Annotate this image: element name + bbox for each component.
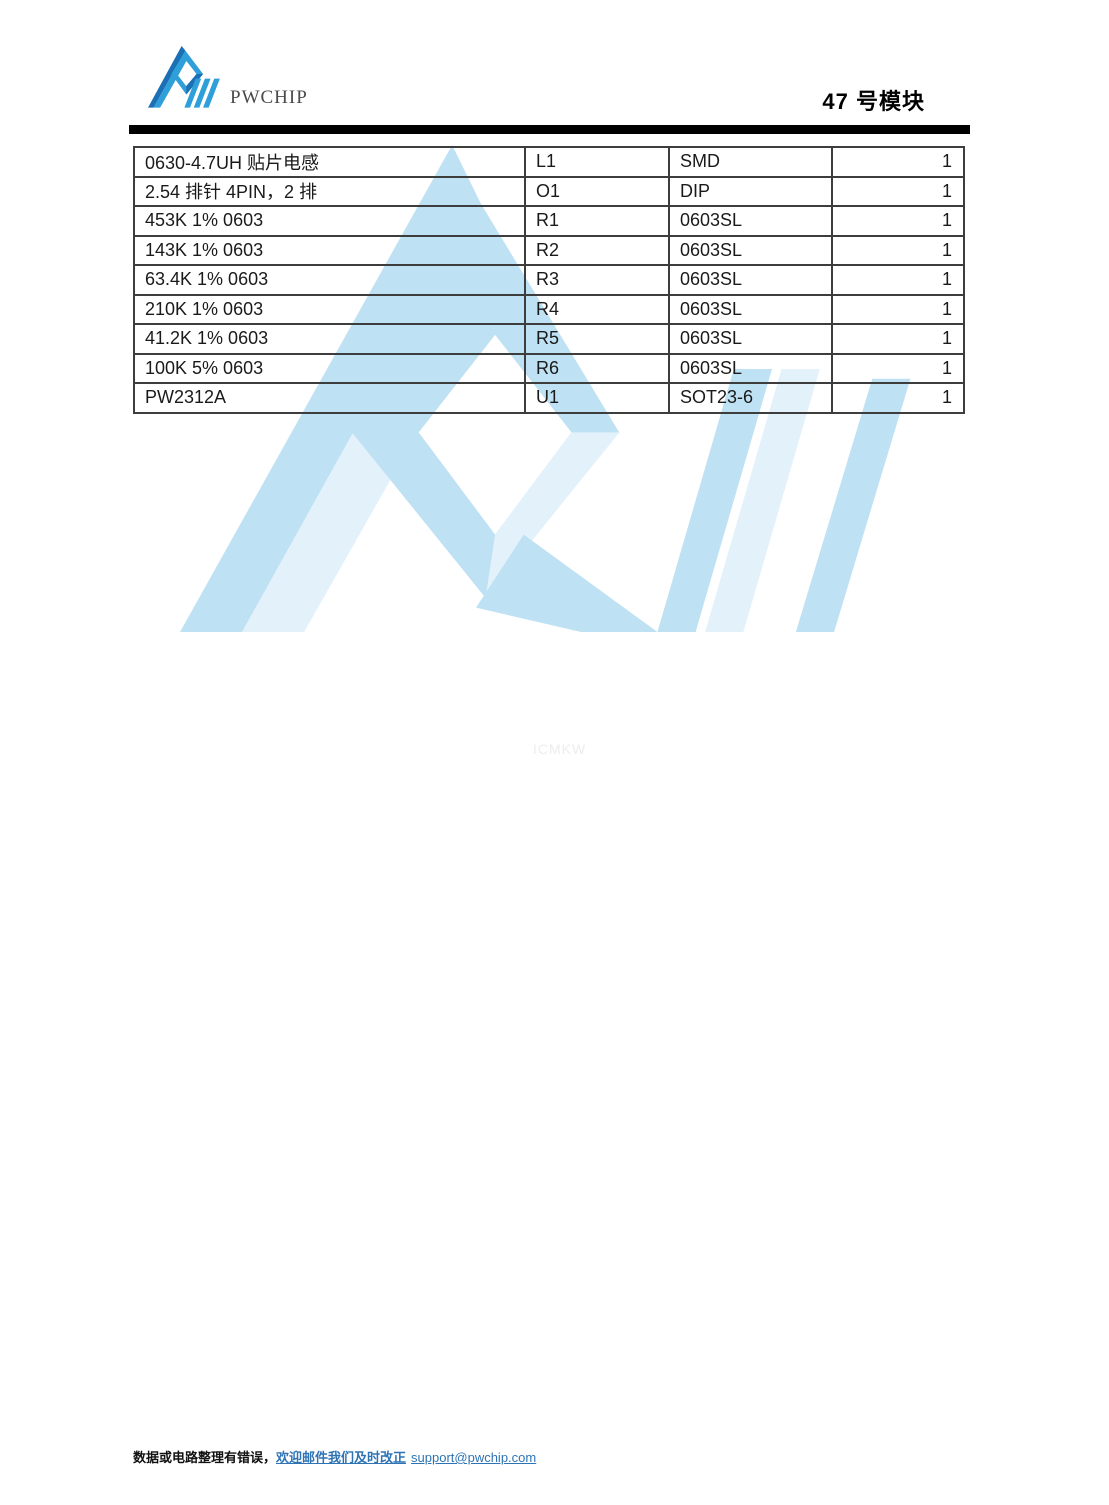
cell-quantity: 1 xyxy=(831,293,965,325)
cell-package: 0603SL xyxy=(668,234,833,266)
table-row: 100K 5% 0603 R6 0603SL 1 xyxy=(133,352,965,384)
cell-description: 100K 5% 0603 xyxy=(133,352,526,384)
cell-package: DIP xyxy=(668,175,833,207)
table-row: 210K 1% 0603 R4 0603SL 1 xyxy=(133,293,965,325)
cell-reference: R1 xyxy=(524,205,670,237)
cell-description: 63.4K 1% 0603 xyxy=(133,264,526,296)
footer-email-link[interactable]: 欢迎邮件我们及时改正 support@pwchip.com xyxy=(276,1450,536,1465)
cell-reference: R5 xyxy=(524,323,670,355)
cell-description: 2.54 排针 4PIN，2 排 xyxy=(133,175,526,207)
cell-quantity: 1 xyxy=(831,146,965,178)
cell-quantity: 1 xyxy=(831,323,965,355)
cell-quantity: 1 xyxy=(831,264,965,296)
logo-text: PWCHIP xyxy=(230,87,308,108)
cell-reference: U1 xyxy=(524,382,670,414)
cell-quantity: 1 xyxy=(831,382,965,414)
footer-email: support@pwchip.com xyxy=(411,1450,537,1465)
table-row: 453K 1% 0603 R1 0603SL 1 xyxy=(133,205,965,237)
cell-reference: O1 xyxy=(524,175,670,207)
cell-package: 0603SL xyxy=(668,264,833,296)
header-rule xyxy=(129,125,970,134)
cell-description: 0630-4.7UH 贴片电感 xyxy=(133,146,526,178)
table-row: PW2312A U1 SOT23-6 1 xyxy=(133,382,965,414)
cell-package: 0603SL xyxy=(668,293,833,325)
pwchip-logo-icon xyxy=(148,45,220,108)
table-row: 63.4K 1% 0603 R3 0603SL 1 xyxy=(133,264,965,296)
page-title: 47 号模块 xyxy=(822,89,925,114)
cell-description: 41.2K 1% 0603 xyxy=(133,323,526,355)
cell-quantity: 1 xyxy=(831,205,965,237)
cell-description: 143K 1% 0603 xyxy=(133,234,526,266)
table-row: 143K 1% 0603 R2 0603SL 1 xyxy=(133,234,965,266)
cell-package: 0603SL xyxy=(668,323,833,355)
cell-description: 210K 1% 0603 xyxy=(133,293,526,325)
cell-reference: R4 xyxy=(524,293,670,325)
table-row: 2.54 排针 4PIN，2 排 O1 DIP 1 xyxy=(133,175,965,207)
cell-description: PW2312A xyxy=(133,382,526,414)
cell-reference: R3 xyxy=(524,264,670,296)
cell-quantity: 1 xyxy=(831,175,965,207)
cell-reference: R6 xyxy=(524,352,670,384)
cell-package: 0603SL xyxy=(668,205,833,237)
cell-package: SOT23-6 xyxy=(668,382,833,414)
cell-package: 0603SL xyxy=(668,352,833,384)
cell-package: SMD xyxy=(668,146,833,178)
cell-reference: R2 xyxy=(524,234,670,266)
footer: 数据或电路整理有错误，欢迎邮件我们及时改正 support@pwchip.com xyxy=(133,1447,536,1466)
footer-link-text: 欢迎邮件我们及时改正 xyxy=(276,1450,407,1465)
watermark-text: ICMKW xyxy=(533,741,587,757)
table-row: 0630-4.7UH 贴片电感 L1 SMD 1 xyxy=(133,146,965,178)
cell-reference: L1 xyxy=(524,146,670,178)
footer-notice: 数据或电路整理有错误， xyxy=(133,1450,277,1465)
bom-table: 0630-4.7UH 贴片电感 L1 SMD 1 2.54 排针 4PIN，2 … xyxy=(133,146,965,414)
cell-quantity: 1 xyxy=(831,352,965,384)
table-row: 41.2K 1% 0603 R5 0603SL 1 xyxy=(133,323,965,355)
cell-description: 453K 1% 0603 xyxy=(133,205,526,237)
cell-quantity: 1 xyxy=(831,234,965,266)
